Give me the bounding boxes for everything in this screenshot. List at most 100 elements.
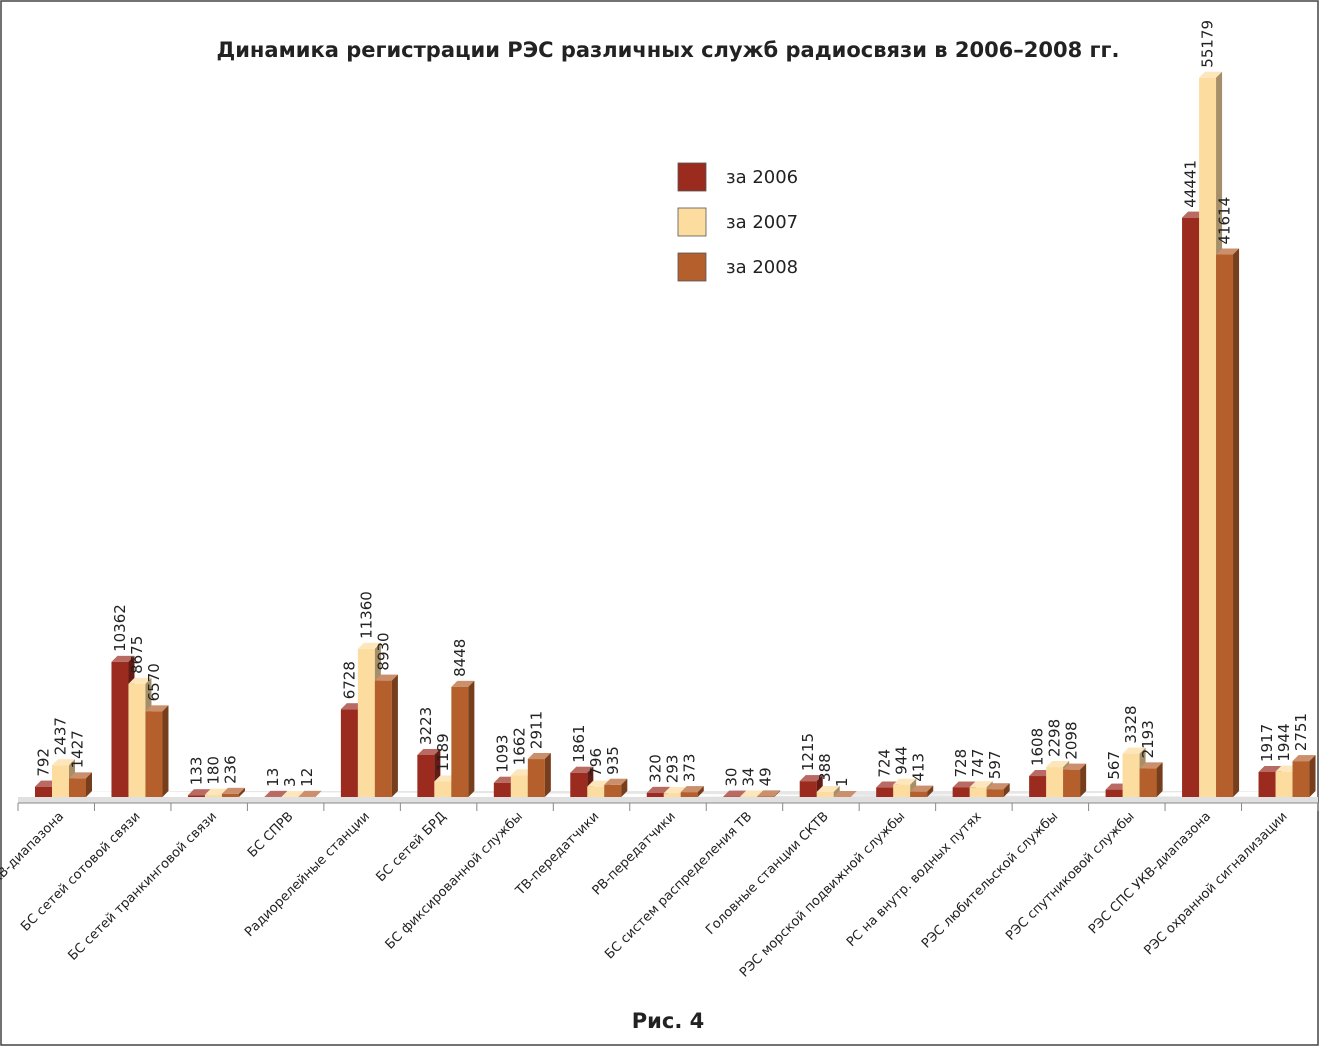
data-label: 41614 xyxy=(1216,197,1234,245)
bar-top xyxy=(1046,761,1070,768)
bar-front xyxy=(221,793,239,797)
bar-top-light xyxy=(374,674,398,681)
bar-top-light xyxy=(952,781,976,788)
bar-side-dark xyxy=(162,705,169,797)
data-label: 1861 xyxy=(570,725,588,763)
data-label: 3 xyxy=(281,777,299,787)
bar-side xyxy=(281,790,288,797)
bar-front xyxy=(587,786,605,797)
bar-top xyxy=(281,790,305,797)
bar-top-light xyxy=(264,790,288,797)
bar xyxy=(680,786,704,797)
data-label: 747 xyxy=(969,749,987,778)
data-label: 8930 xyxy=(374,632,392,670)
data-label: 792 xyxy=(35,748,53,777)
bar-front xyxy=(816,791,834,797)
bar-front xyxy=(757,796,775,797)
bar-front xyxy=(969,787,987,797)
legend-swatch xyxy=(677,252,707,282)
bar-front xyxy=(527,759,545,797)
data-label: 944 xyxy=(893,746,911,775)
bar-top xyxy=(52,759,75,766)
data-label: 44441 xyxy=(1182,160,1200,208)
bar-top-light xyxy=(570,766,594,773)
data-label: 728 xyxy=(952,749,970,778)
bar-front xyxy=(434,781,452,797)
data-label: 133 xyxy=(187,757,205,786)
bar-top xyxy=(128,677,152,684)
bar-side-dark xyxy=(86,772,92,797)
bar-front xyxy=(570,772,588,797)
bar-top-light xyxy=(1122,747,1146,754)
bar-top xyxy=(451,680,475,687)
bar-top xyxy=(374,674,398,681)
bar-front xyxy=(1182,217,1200,798)
bar-side-dark xyxy=(1080,763,1087,797)
bar-front xyxy=(417,754,435,797)
bar-side-dark xyxy=(1309,755,1316,797)
bar-front xyxy=(910,791,928,797)
data-label: 13 xyxy=(264,768,282,787)
data-label: 8448 xyxy=(451,639,469,677)
bar xyxy=(833,790,857,797)
bar-front xyxy=(1046,767,1064,797)
data-label: 320 xyxy=(646,754,664,783)
bar-top xyxy=(204,788,228,795)
bar xyxy=(910,785,934,797)
bar-top xyxy=(663,787,687,794)
bar-top-light xyxy=(1292,755,1316,762)
bar-side xyxy=(697,786,704,797)
bar-front xyxy=(1258,772,1276,797)
bar-top-light xyxy=(527,753,551,760)
data-label: 1944 xyxy=(1275,723,1293,761)
bar-side-dark xyxy=(927,785,934,797)
bar-side-dark xyxy=(281,790,288,797)
bar-front xyxy=(1216,254,1234,797)
bar xyxy=(1292,755,1316,797)
bar-front xyxy=(893,784,911,797)
bar-front xyxy=(680,792,698,797)
data-label: 180 xyxy=(204,756,222,785)
legend-label: за 2006 xyxy=(726,167,798,188)
data-label: 724 xyxy=(876,749,894,778)
bar-top xyxy=(799,775,823,782)
bar-top-light xyxy=(969,781,993,788)
data-label: 30 xyxy=(723,768,741,787)
legend-label: за 2007 xyxy=(726,212,798,233)
bar-top xyxy=(646,786,670,793)
bar-top xyxy=(969,781,993,788)
bar-side xyxy=(927,785,934,797)
bar-side xyxy=(544,753,551,797)
bar-side xyxy=(162,705,169,797)
bar-top xyxy=(1063,763,1087,770)
bar-top xyxy=(910,785,934,792)
data-label: 1093 xyxy=(493,735,511,773)
bar-top xyxy=(1199,71,1223,78)
bar-top xyxy=(1216,248,1240,255)
bar-top-light xyxy=(69,772,92,779)
bar-top-light xyxy=(298,790,322,797)
bar-front xyxy=(374,680,392,797)
data-label: 1917 xyxy=(1258,724,1276,762)
bar-side-dark xyxy=(315,790,322,797)
bar xyxy=(264,790,288,797)
bar-top xyxy=(952,781,976,788)
bar-front xyxy=(1292,761,1310,797)
bar-front xyxy=(1029,776,1047,797)
bar-side xyxy=(238,787,245,797)
bar-side-dark xyxy=(1233,248,1240,797)
bar-side xyxy=(86,772,92,797)
bar xyxy=(298,790,322,797)
bar xyxy=(740,790,764,797)
data-label: 10362 xyxy=(111,604,129,652)
legend-label: за 2008 xyxy=(726,257,798,278)
bar-front xyxy=(510,775,528,797)
bar-side-dark xyxy=(697,786,704,797)
bar xyxy=(145,705,169,797)
bar-side-dark xyxy=(774,790,781,797)
bar-top-light xyxy=(145,705,169,712)
bar-side xyxy=(774,790,781,797)
data-label: 1189 xyxy=(434,733,452,771)
